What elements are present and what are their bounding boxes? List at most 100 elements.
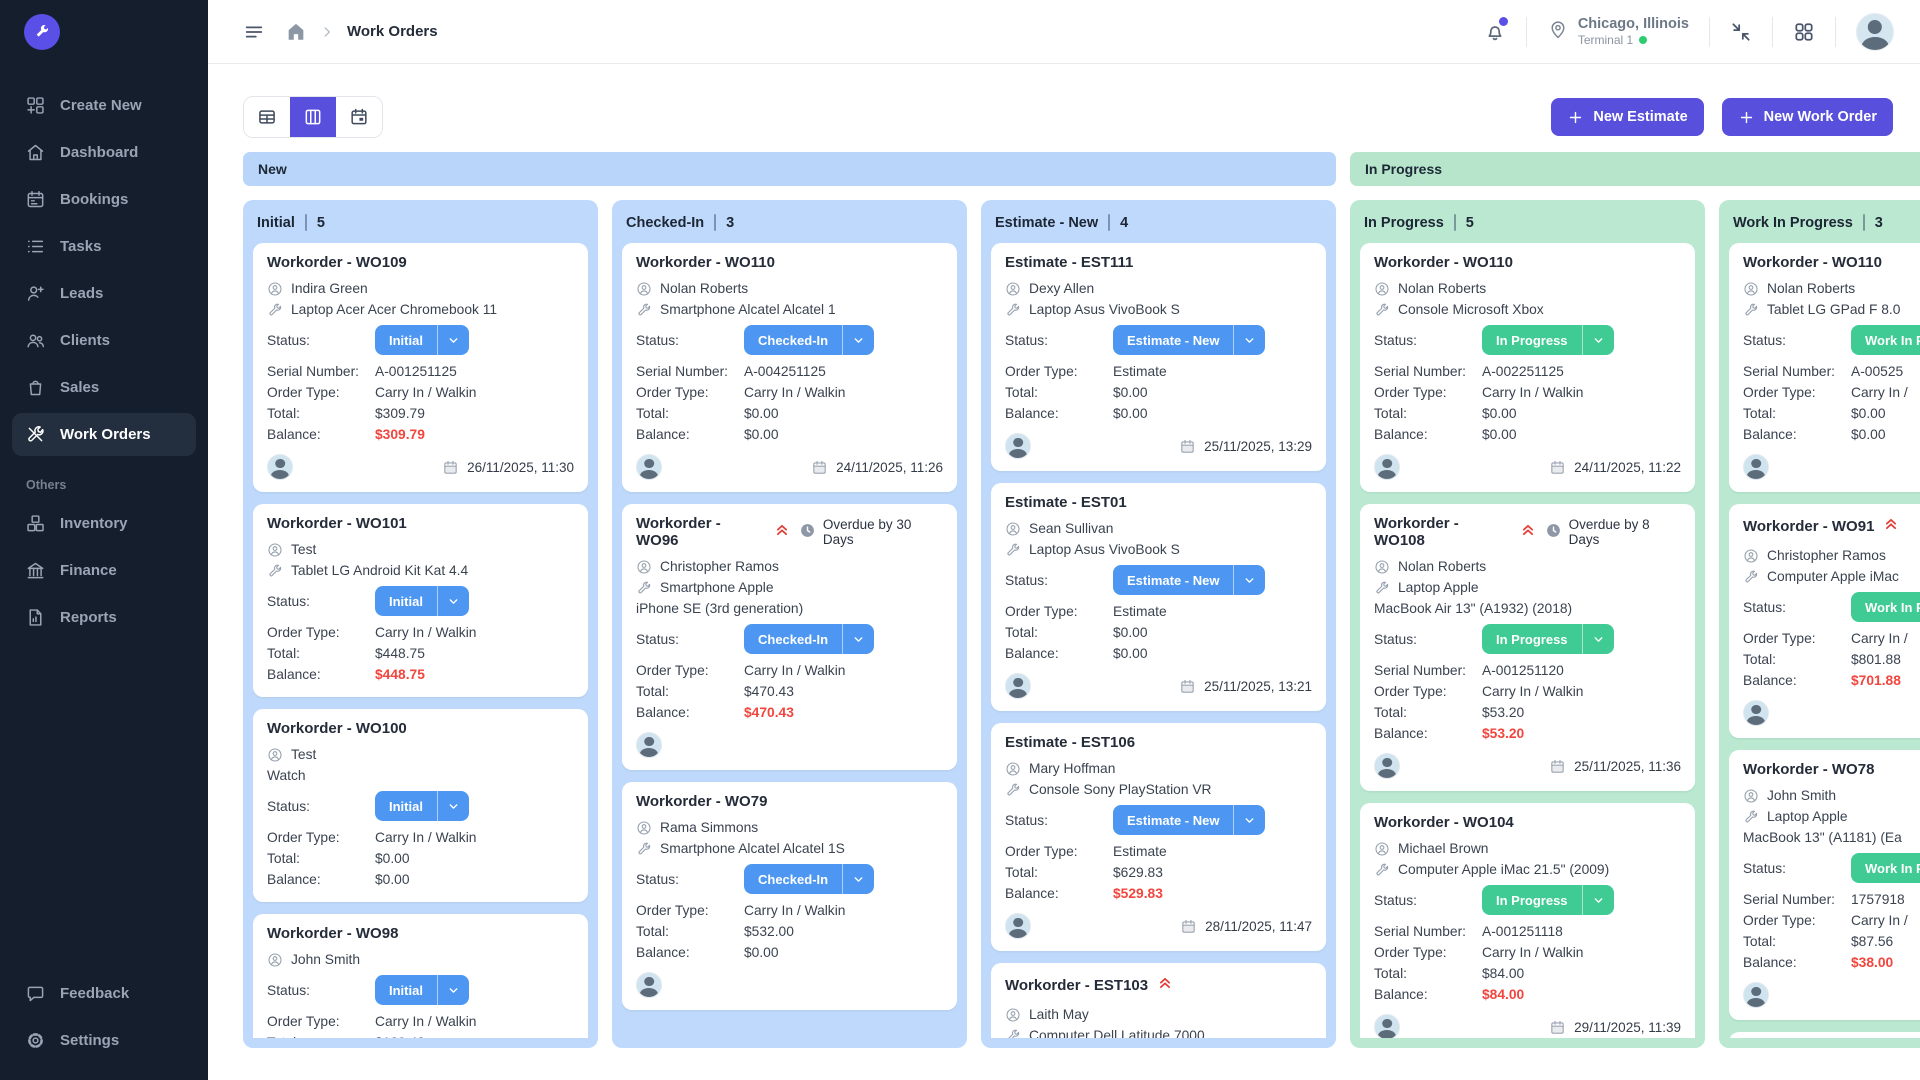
kanban-board: New In Progress Initial 5 Workorder - WO1… — [243, 152, 1920, 1048]
work-order-card[interactable]: Workorder - WO110 Nolan Roberts Smartpho… — [622, 243, 957, 492]
chevron-down-icon[interactable] — [436, 325, 469, 355]
chevron-down-icon[interactable] — [1581, 624, 1614, 654]
status-label: In Progress — [1496, 332, 1568, 348]
divider — [304, 214, 307, 231]
sidebar-item-finance[interactable]: Finance — [12, 549, 196, 592]
card-detail-row: Balance: $0.00 — [636, 427, 779, 442]
work-order-card[interactable]: Workorder - WO104 Michael Brown Computer… — [1360, 803, 1695, 1038]
work-order-card[interactable]: Workorder - WO101 Test Tablet LG Android… — [253, 504, 588, 697]
card-device: Laptop Asus VivoBook S — [1005, 299, 1312, 320]
work-order-card[interactable]: Workorder - WO78 John Smith Laptop Apple… — [1729, 750, 1920, 1020]
status-dropdown[interactable]: Estimate - New — [1113, 565, 1266, 595]
app-logo[interactable] — [24, 14, 60, 50]
work-order-card-partial[interactable] — [1729, 1032, 1920, 1038]
work-order-card[interactable]: Workorder - WO100 Test Watch Status: Initi… — [253, 709, 588, 902]
user-circle-icon — [636, 559, 652, 575]
chevron-down-icon[interactable] — [436, 791, 469, 821]
calendar-icon — [1179, 678, 1196, 695]
work-order-card[interactable]: Workorder - WO108 Overdue by 8 Days Nolan… — [1360, 504, 1695, 791]
chevron-down-icon[interactable] — [842, 624, 874, 654]
new-estimate-button[interactable]: New Estimate — [1551, 98, 1704, 136]
card-detail-row: Order Type: Carry In / Walkin — [636, 663, 846, 678]
status-dropdown[interactable]: In Progress — [1482, 325, 1614, 355]
user-circle-icon — [1374, 281, 1390, 297]
chevron-down-icon[interactable] — [1581, 885, 1614, 915]
chevron-down-icon[interactable] — [842, 325, 874, 355]
chevron-down-icon[interactable] — [842, 864, 874, 894]
sidebar-item-inventory[interactable]: Inventory — [12, 502, 196, 545]
sidebar-item-sales[interactable]: Sales — [12, 366, 196, 409]
hamburger-menu-icon[interactable] — [243, 21, 265, 43]
status-dropdown[interactable]: Checked-In — [744, 864, 875, 894]
status-dropdown[interactable]: Initial — [375, 325, 469, 355]
sidebar-item-tasks[interactable]: Tasks — [12, 225, 196, 268]
status-dropdown[interactable]: Work In Progress — [1851, 592, 1920, 622]
sidebar-item-label: Work Orders — [60, 426, 151, 443]
sidebar-item-dashboard[interactable]: Dashboard — [12, 131, 196, 174]
status-dropdown[interactable]: Checked-In — [744, 624, 875, 654]
card-device: Smartphone Alcatel Alcatel 1S — [636, 838, 943, 859]
user-avatar[interactable] — [1856, 12, 1894, 51]
card-detail-row: Order Type: Carry In / — [1743, 385, 1908, 400]
work-order-card[interactable]: Workorder - WO110 Nolan Roberts Console … — [1360, 243, 1695, 492]
status-dropdown[interactable]: Initial — [375, 791, 469, 821]
table-view-button[interactable] — [244, 97, 290, 137]
home-icon[interactable] — [285, 21, 307, 43]
status-dropdown[interactable]: Work In Progress — [1851, 325, 1920, 355]
work-order-card[interactable]: Workorder - WO109 Indira Green Laptop Ac… — [253, 243, 588, 492]
sidebar-item-leads[interactable]: Leads — [12, 272, 196, 315]
status-dropdown[interactable]: Work In Progress — [1851, 853, 1920, 883]
work-order-card[interactable]: Estimate - EST01 Sean Sullivan Laptop As… — [991, 483, 1326, 711]
user-circle-icon — [1005, 1007, 1021, 1023]
work-order-card[interactable]: Workorder - WO98 John Smith Status: Initi… — [253, 914, 588, 1038]
chevron-down-icon[interactable] — [1581, 325, 1614, 355]
work-order-card[interactable]: Workorder - WO96 Overdue by 30 Days Chris… — [622, 504, 957, 770]
priority-high-icon — [1156, 974, 1174, 997]
sidebar-item-create-new[interactable]: Create New — [12, 84, 196, 127]
location-terminal: Terminal 1 — [1578, 33, 1689, 47]
card-detail-row: Balance: $0.00 — [1374, 427, 1517, 442]
column-cards: Workorder - WO110 Nolan Roberts Tablet L… — [1729, 243, 1920, 1038]
notifications-bell-icon[interactable] — [1484, 16, 1508, 43]
status-dropdown[interactable]: Initial — [375, 586, 469, 616]
card-customer: Nolan Roberts — [1374, 278, 1681, 299]
work-order-card[interactable]: Estimate - EST111 Dexy Allen Laptop Asus… — [991, 243, 1326, 471]
store-location-selector[interactable]: Chicago, Illinois Terminal 1 — [1547, 16, 1689, 47]
chevron-down-icon[interactable] — [1233, 325, 1265, 355]
chevron-down-icon[interactable] — [436, 975, 469, 1005]
status-dropdown[interactable]: Estimate - New — [1113, 325, 1266, 355]
group-header-new: New — [243, 152, 1336, 186]
column-cards: Estimate - EST111 Dexy Allen Laptop Asus… — [991, 243, 1326, 1038]
status-dropdown[interactable]: Checked-In — [744, 325, 875, 355]
sidebar-item-settings[interactable]: Settings — [12, 1019, 196, 1062]
collapse-icon[interactable] — [1730, 21, 1752, 43]
work-order-card[interactable]: Workorder - EST103 Laith May Computer De… — [991, 963, 1326, 1038]
sidebar-item-feedback[interactable]: Feedback — [12, 972, 196, 1015]
status-dropdown[interactable]: Initial — [375, 975, 469, 1005]
status-dropdown[interactable]: In Progress — [1482, 885, 1614, 915]
card-detail-row: Order Type: Carry In / Walkin — [636, 385, 846, 400]
chevron-down-icon[interactable] — [436, 586, 469, 616]
sidebar-item-reports[interactable]: Reports — [12, 596, 196, 639]
card-customer: Dexy Allen — [1005, 278, 1312, 299]
chevron-down-icon[interactable] — [1233, 565, 1265, 595]
calendar-view-button[interactable] — [336, 97, 382, 137]
sidebar-item-clients[interactable]: Clients — [12, 319, 196, 362]
kanban-view-button[interactable] — [290, 97, 336, 137]
card-detail-row: Balance: $53.20 — [1374, 726, 1525, 741]
work-order-card[interactable]: Workorder - WO79 Rama Simmons Smartphone… — [622, 782, 957, 1010]
status-dropdown[interactable]: In Progress — [1482, 624, 1614, 654]
apps-grid-icon[interactable] — [1793, 21, 1815, 43]
card-date: 29/11/2025, 11:39 — [1549, 1019, 1681, 1036]
status-dropdown[interactable]: Estimate - New — [1113, 805, 1266, 835]
work-order-card[interactable]: Workorder - WO91 Christopher Ramos Compu… — [1729, 504, 1920, 738]
work-order-card[interactable]: Workorder - WO110 Nolan Roberts Tablet L… — [1729, 243, 1920, 492]
new-work-order-button[interactable]: New Work Order — [1721, 98, 1893, 136]
chevron-down-icon[interactable] — [1233, 805, 1265, 835]
sidebar-item-bookings[interactable]: Bookings — [12, 178, 196, 221]
sidebar-item-work-orders[interactable]: Work Orders — [12, 413, 196, 456]
work-order-card[interactable]: Estimate - EST106 Mary Hoffman Console S… — [991, 723, 1326, 951]
wrench-icon — [636, 841, 652, 857]
card-date: 26/11/2025, 11:30 — [442, 459, 574, 476]
